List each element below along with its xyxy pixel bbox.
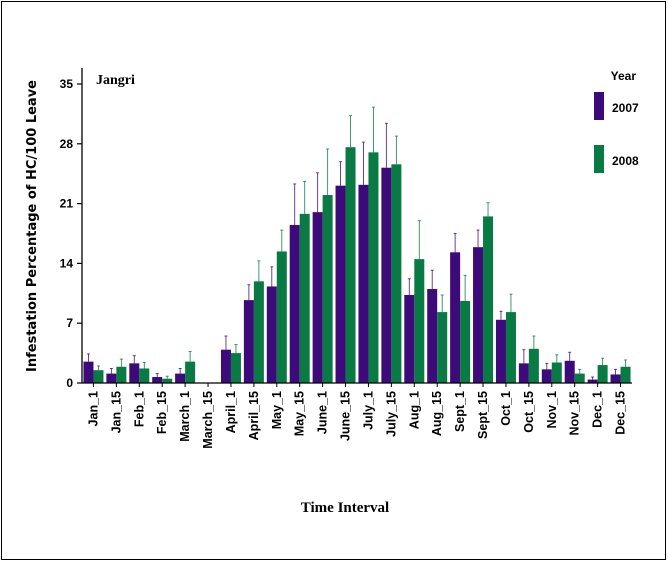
bar-2007-Dec_15	[610, 374, 621, 383]
bar-2007-Feb_1	[129, 363, 140, 383]
x-tick-label: April_15	[247, 391, 261, 440]
legend-swatch-2007	[594, 92, 604, 120]
legend-label-2007: 2007	[612, 101, 639, 115]
plot-annotation: Jangri	[96, 73, 135, 88]
x-tick-label: Aug_1	[407, 391, 421, 429]
bar-2007-April_1	[220, 349, 231, 383]
bar-2008-Feb_15	[162, 378, 173, 383]
y-tick-label: 0	[66, 376, 73, 390]
bar-2008-March_1	[185, 361, 196, 383]
x-tick-label: Dec_15	[614, 391, 628, 435]
x-tick-label: June_15	[339, 391, 353, 441]
y-tick-label: 14	[60, 256, 74, 270]
bar-2008-April_1	[230, 353, 241, 383]
bar-2008-Aug_1	[414, 259, 425, 383]
bar-2008-Jan_15	[116, 366, 127, 383]
x-tick-label: Nov_1	[545, 391, 559, 429]
legend-title: Year	[611, 69, 637, 83]
bar-2008-May_15	[299, 213, 310, 383]
x-tick-label: Feb_15	[155, 391, 169, 434]
bar-2008-Nov_1	[551, 362, 562, 383]
legend: Year 2007 2008	[594, 69, 639, 173]
x-tick-label: July_1	[361, 391, 375, 430]
bar-2008-Dec_15	[620, 366, 631, 383]
x-tick-label: March_15	[201, 391, 215, 449]
bar-2007-Nov_1	[541, 369, 552, 383]
x-tick-label: March_1	[178, 391, 192, 442]
bar-2007-May_15	[289, 224, 300, 383]
bar-2008-July_15	[391, 164, 402, 383]
x-tick-label: Oct_1	[499, 391, 513, 426]
bar-2007-June_1	[312, 212, 323, 383]
bar-2007-Feb_15	[152, 377, 163, 383]
y-tick-label: 7	[66, 316, 73, 330]
y-axis-label: Infestation Percentage of HC/100 Leave	[25, 80, 40, 372]
bar-2008-May_1	[276, 251, 287, 383]
x-tick-label: Jan_1	[86, 391, 100, 426]
bar-2007-Nov_15	[564, 360, 575, 383]
bar-2008-Dec_1	[597, 365, 608, 383]
bar-2008-Feb_1	[139, 368, 150, 383]
bar-2007-Aug_15	[427, 289, 438, 383]
bar-2007-July_1	[358, 184, 369, 383]
x-axis-label: Time Interval	[301, 500, 389, 516]
x-tick-label: June_1	[316, 391, 330, 434]
legend-swatch-2008	[594, 145, 604, 173]
bar-2007-Jan_15	[106, 373, 117, 383]
x-tick-label: July_15	[384, 391, 398, 437]
bar-2008-June_15	[345, 147, 356, 383]
bar-2008-Nov_15	[574, 373, 585, 383]
bar-2008-July_1	[368, 152, 379, 383]
bar-2007-April_15	[243, 300, 254, 383]
bar-2007-Dec_1	[587, 379, 598, 383]
x-tick-label: Jan_15	[109, 391, 123, 433]
x-tick-label: Sept_15	[476, 391, 490, 439]
bar-2008-Sept_1	[460, 300, 471, 383]
x-tick-label: May_15	[293, 391, 307, 436]
bar-2008-Sept_15	[483, 216, 494, 383]
bar-2007-May_1	[266, 286, 277, 383]
bar-2007-Sept_1	[450, 252, 461, 383]
bar-2007-Jan_1	[83, 361, 94, 383]
x-tick-label: Feb_1	[132, 391, 146, 427]
y-tick-label: 35	[60, 77, 74, 91]
bar-2008-Oct_1	[505, 312, 516, 383]
y-tick-label: 21	[60, 197, 74, 211]
bar-2007-July_15	[381, 167, 392, 383]
bar-2008-Aug_15	[437, 312, 448, 383]
bar-2007-June_15	[335, 185, 346, 383]
legend-label-2008: 2008	[612, 154, 639, 168]
x-tick-label: April_1	[224, 391, 238, 433]
bar-2008-April_15	[253, 281, 264, 383]
bar-2008-Oct_15	[528, 348, 539, 383]
x-tick-label: Aug_15	[430, 391, 444, 436]
x-tick-label: May_1	[270, 391, 284, 429]
bar-2007-March_1	[175, 373, 186, 383]
x-tick-label: Sept_1	[453, 391, 467, 432]
x-tick-label: Oct_15	[522, 391, 536, 433]
bar-2007-Oct_1	[495, 319, 506, 383]
bar-2007-Sept_15	[473, 247, 484, 383]
bar-2008-Jan_1	[93, 370, 104, 383]
x-tick-label: Nov_15	[568, 391, 582, 436]
x-tick-label: Dec_1	[591, 391, 605, 428]
bar-2008-June_1	[322, 195, 333, 383]
y-tick-label: 28	[60, 137, 74, 151]
bar-2007-Oct_15	[518, 363, 529, 383]
bar-2007-Aug_1	[404, 295, 415, 383]
